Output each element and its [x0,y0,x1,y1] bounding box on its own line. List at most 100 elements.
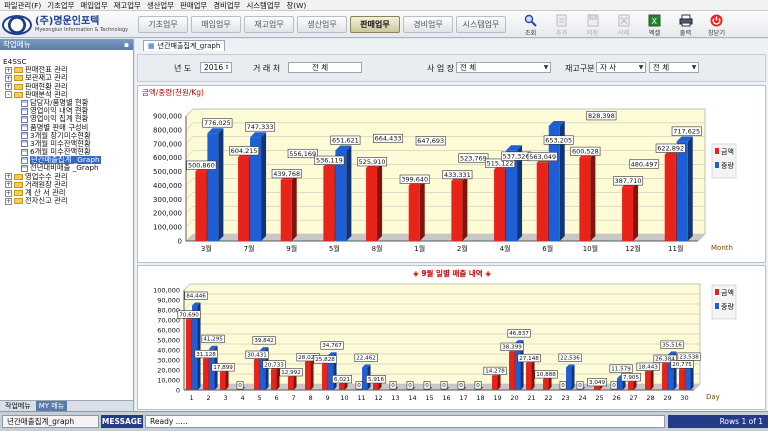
logo-icon [2,14,32,35]
search-button[interactable]: 조회 [515,12,546,37]
x-tick-label: 23 [561,394,569,402]
tab-my-menu[interactable]: MY 메뉴 [35,401,68,411]
amount-data-label: 12,992 [279,368,303,377]
menu-purchase[interactable]: 매입업무 [80,0,108,10]
y-tick-label: 400,000 [153,182,182,190]
tab-production[interactable]: 생산업무 [297,16,347,33]
quantity-data-label-box [660,340,684,349]
amount-bar-side [497,372,501,390]
tree-item[interactable]: 담당자/품명별 현황 [3,98,133,107]
tree-folder[interactable]: + 판매전표 관리 [3,65,133,74]
tab-inventory[interactable]: 재고업무 [244,16,294,33]
menu-system[interactable]: 시스템업무 [246,0,281,10]
document-icon [21,132,28,140]
year-spinner[interactable]: 2016 ⇕ [200,62,232,73]
delete-button[interactable]: 삭제 [608,12,639,37]
amount-data-label: 3,049 [587,378,607,387]
legend-label-amount: 금액 [721,289,734,297]
menu-file[interactable]: 파일관리(F) [4,0,42,10]
chart-title: 금액/중량(천원/Kg) [142,87,204,97]
amount-bar-side [590,152,596,241]
tree-item[interactable]: 전년대비매출 _Graph [3,164,133,172]
amount-data-label-text: 500,860 [188,161,215,169]
expand-icon[interactable]: + [5,189,12,197]
spinner-icon[interactable]: ⇕ [224,64,230,71]
tree-item[interactable]: 영업이익 집계 현황 [3,115,133,123]
stock-type-select-2[interactable]: 전 체 ▼ [649,62,699,73]
tab-purchase[interactable]: 매입업무 [191,16,241,33]
add-button[interactable]: 추가 [546,12,577,37]
document-tab[interactable]: ▦ 년간매출집계_graph [143,40,226,51]
amount-bar [492,372,501,390]
x-tick-label: 11 [357,394,365,402]
amount-data-label-text: 12,992 [281,370,301,376]
tree-folder[interactable]: + 영업수수 관리 [3,172,133,181]
x-tick-label: 12월 [625,244,640,253]
x-tick-label: 10 [340,394,348,402]
tree-folder[interactable]: + 전자신고 관리 [3,196,133,205]
excel-button[interactable]: X 엑셀 [639,12,670,37]
tab-basic[interactable]: 기초업무 [138,16,188,33]
amount-data-label-text: 25,828 [315,357,335,363]
expand-icon[interactable]: + [5,66,12,74]
amount-data-label: 0 [440,381,448,390]
tree-folder[interactable]: - 판매분석 관리 [3,90,133,99]
amount-data-label: 0 [389,381,397,390]
amount-bar-side [377,162,383,241]
tab-work-menu[interactable]: 작업메뉴 [5,402,31,410]
print-button[interactable]: 출력 [670,12,701,37]
expand-icon[interactable]: + [5,197,12,205]
menu-sales[interactable]: 판매업무 [180,0,208,10]
y-tick-label: 10,000 [157,377,180,385]
menu-production[interactable]: 생산업무 [146,0,175,10]
gridline [183,283,700,291]
quantity-bar-side [687,136,693,241]
x-tick-label: 3 [223,394,227,402]
tree-item[interactable]: 6개월 미수잔액현황 [3,147,133,156]
amount-bar-front [195,171,207,241]
tab-expense[interactable]: 경비업무 [403,16,453,33]
save-button[interactable]: 저장 [577,12,608,37]
stock-type-select[interactable]: 자 사 ▼ [596,62,646,73]
client-input[interactable]: 전 체 [288,62,362,73]
x-tick-label: 7월 [244,244,255,253]
tree-item[interactable]: 3개월 미수잔액현황 [3,139,133,148]
tree-folder[interactable]: + 거래원장 관리 [3,180,133,189]
tab-system[interactable]: 시스템업무 [456,16,506,33]
site-select[interactable]: 전 체 ▼ [456,62,551,73]
delete-button-label: 삭제 [617,30,630,37]
close-window-button[interactable]: 창닫기 [701,12,732,37]
tree-item[interactable]: 년간매출집계 _Graph [3,156,133,165]
menu-expense[interactable]: 경비업무 [213,0,241,10]
menu-inventory[interactable]: 재고업무 [113,0,141,10]
expand-icon[interactable]: + [5,173,12,181]
collapse-icon[interactable]: - [5,91,12,99]
tree-item[interactable]: 품명별 판매 구성비 [3,123,133,132]
expand-icon[interactable]: + [5,83,12,91]
expand-icon[interactable]: + [5,74,12,82]
menu-basic[interactable]: 기초업무 [47,0,75,10]
tree-item[interactable]: 3개월 장기미수현황 [3,131,133,140]
tree-folder[interactable]: + 판매현황 관리 [3,82,133,91]
amount-data-label-box [355,381,363,390]
tree-item[interactable]: 영업이익 내역 현황 [3,106,133,115]
pin-icon[interactable]: ▪ [123,40,129,49]
quantity-data-label-text: 41,295 [203,337,223,343]
tree-folder[interactable]: + 보관재고 관리 [3,74,133,82]
client-label: 거 래 처 [253,64,281,73]
amount-bar-side [548,376,552,390]
y-tick-label: 0 [176,387,180,395]
quantity-data-label: 651,621 [330,135,361,145]
expand-icon[interactable]: + [5,181,12,189]
amount-data-label: 70,690 [177,310,201,319]
quantity-bar-top [209,345,218,349]
quantity-data-label-text: 39,842 [254,338,274,344]
x-tick-label: 9 [325,394,329,402]
menu-window[interactable]: 창(W) [286,0,307,10]
y-tick-label: 40,000 [157,347,180,355]
tab-sales[interactable]: 판매업무 [350,16,400,33]
tree-root[interactable]: E4SSC [3,57,133,66]
amount-data-label: 604,215 [229,146,260,156]
tree-folder[interactable]: + 계 산 서 관리 [3,188,133,197]
menu-bar: 파일관리(F) 기초업무 매입업무 재고업무 생산업무 판매업무 경비업무 시스… [0,0,768,11]
